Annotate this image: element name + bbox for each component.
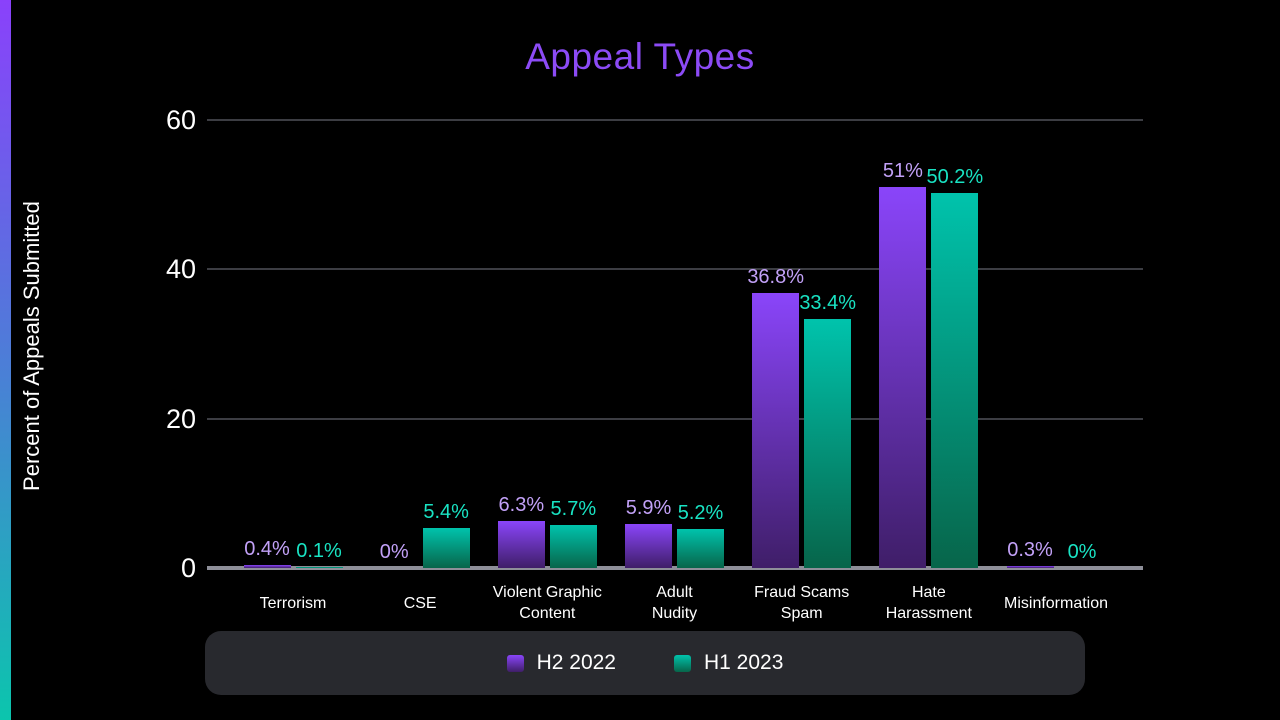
x-axis-baseline <box>207 566 1143 570</box>
y-axis-title: Percent of Appeals Submitted <box>19 201 44 491</box>
bar-value-label: 50.2% <box>926 166 984 188</box>
bar-value-label: 5.2% <box>677 502 724 524</box>
bar-value-label: 0.4% <box>244 538 290 560</box>
category-label: Fraud Scams Spam <box>754 584 850 622</box>
bar-h2-2022 <box>1006 566 1054 568</box>
bar-h2-2022 <box>752 293 800 568</box>
bar-h2-2022 <box>879 187 927 568</box>
category-label: CSE <box>403 594 437 612</box>
bar-h1-2023 <box>549 525 597 568</box>
bar-value-label: 36.8% <box>747 266 805 288</box>
category-label: Hate Harassment <box>885 584 972 622</box>
y-tick-label: 60 <box>165 105 196 135</box>
legend-swatch-h2-2022 <box>506 654 524 672</box>
bar-value-label: 51% <box>882 160 923 182</box>
bar-h1-2023 <box>804 319 852 568</box>
bar-value-label: 33.4% <box>799 292 857 314</box>
bar-h1-2023 <box>931 193 979 568</box>
y-tick-label: 20 <box>165 403 196 434</box>
category-label: Terrorism <box>259 594 327 612</box>
category-label: Misinformation <box>1004 594 1109 612</box>
chart-title: Appeal Types <box>525 36 755 77</box>
bar-value-label: 5.9% <box>625 497 672 519</box>
legend-item-h1-2023: H1 2023 <box>674 651 783 675</box>
legend-label-h2-2022: H2 2022 <box>536 651 616 674</box>
category-label: Adult Nudity <box>651 584 698 622</box>
chart-legend: H2 2022 H1 2023 <box>205 631 1085 695</box>
bar-value-label: 0% <box>1067 541 1097 563</box>
legend-swatch-h1-2023 <box>674 654 691 672</box>
y-tick-label: 0 <box>180 553 196 583</box>
bar-h2-2022 <box>625 524 672 568</box>
legend-item-h2-2022: H2 2022 <box>506 651 616 675</box>
gridline <box>207 119 1143 121</box>
gridline <box>207 268 1143 271</box>
legend-label-h1-2023: H1 2023 <box>704 651 784 674</box>
bar-h1-2023 <box>295 567 343 568</box>
category-label: Violent Graphic Content <box>492 584 602 622</box>
bar-value-label: 0.1% <box>296 540 342 562</box>
accent-gradient-strip <box>0 0 11 720</box>
bar-h1-2023 <box>422 528 470 568</box>
bar-value-label: 5.4% <box>423 501 469 523</box>
y-tick-label: 40 <box>165 254 196 285</box>
bar-value-label: 0.3% <box>1007 539 1053 561</box>
gridline <box>207 417 1143 420</box>
bar-value-label: 6.3% <box>498 494 545 516</box>
bar-h1-2023 <box>677 529 724 568</box>
bar-value-label: 5.7% <box>550 498 597 520</box>
bar-h2-2022 <box>497 521 545 568</box>
bar-h2-2022 <box>243 565 291 568</box>
bar-value-label: 0% <box>379 541 409 563</box>
